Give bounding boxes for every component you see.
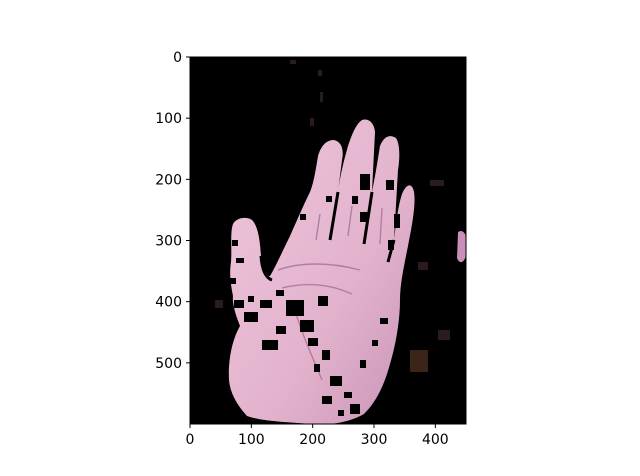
x-tick-label: 100 <box>238 432 265 448</box>
y-axis: 0 100 200 300 400 500 <box>155 50 190 372</box>
x-tick-label: 200 <box>299 432 326 448</box>
y-tick-label: 200 <box>155 172 182 188</box>
x-tick-label: 400 <box>422 432 449 448</box>
hand <box>228 119 415 424</box>
y-tick-label: 100 <box>155 111 182 127</box>
segmentation-holes <box>230 174 400 416</box>
y-tick-label: 400 <box>155 295 182 311</box>
y-tick-label: 0 <box>173 50 182 66</box>
x-tick-label: 300 <box>361 432 388 448</box>
segmented-hand-image <box>190 57 466 424</box>
background-noise <box>215 60 450 372</box>
x-tick-label: 0 <box>186 432 195 448</box>
edge-blob <box>457 231 466 263</box>
y-tick-label: 300 <box>155 234 182 250</box>
y-tick-label: 500 <box>155 356 182 372</box>
x-axis: 0 100 200 300 400 <box>186 424 449 448</box>
